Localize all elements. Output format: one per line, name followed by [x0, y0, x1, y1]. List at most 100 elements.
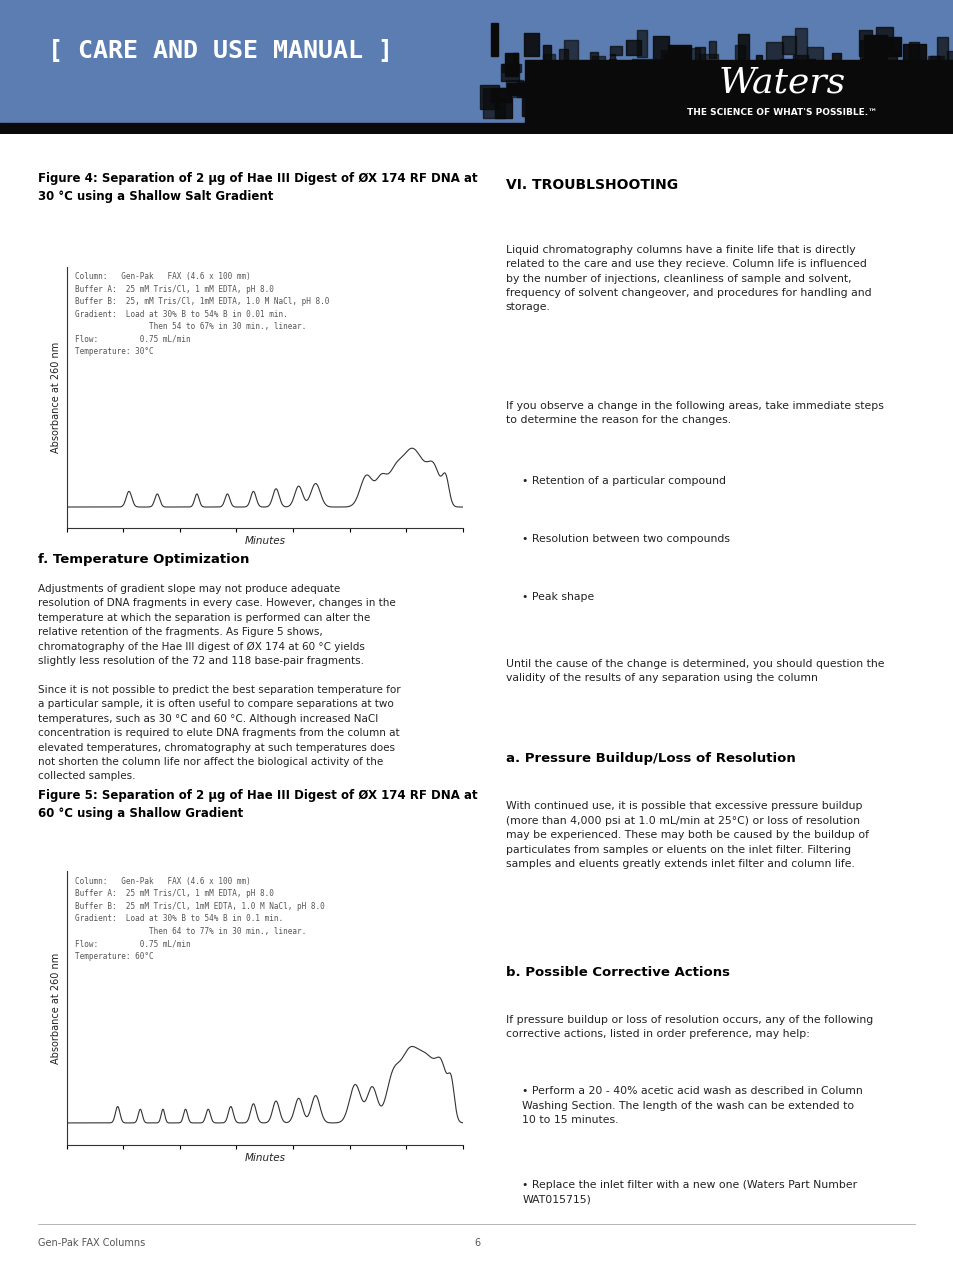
Bar	[755, 73, 760, 97]
Bar	[909, 83, 915, 109]
Text: VI. TROUBLSHOOTING: VI. TROUBLSHOOTING	[505, 178, 677, 192]
Bar	[535, 102, 558, 122]
Bar	[858, 31, 871, 56]
Bar	[835, 83, 843, 90]
Bar	[495, 98, 512, 118]
Text: Liquid chromatography columns have a finite life that is directly
related to the: Liquid chromatography columns have a fin…	[505, 244, 870, 313]
Bar	[911, 69, 923, 99]
Bar	[660, 80, 677, 98]
Bar	[504, 53, 517, 76]
Bar	[785, 102, 801, 112]
Text: Column:   Gen-Pak   FAX (4.6 x 100 mm)
Buffer A:  25 mM Tris/Cl, 1 mM EDTA, pH 8: Column: Gen-Pak FAX (4.6 x 100 mm) Buffe…	[74, 876, 324, 960]
Bar	[908, 42, 919, 60]
Bar	[840, 103, 860, 114]
Bar	[543, 46, 551, 74]
Bar	[673, 79, 679, 111]
Text: Gen-Pak FAX Columns: Gen-Pak FAX Columns	[38, 1239, 145, 1248]
Bar	[632, 106, 644, 122]
Text: Minutes: Minutes	[244, 536, 285, 546]
Bar	[522, 90, 537, 116]
Bar	[659, 51, 673, 81]
Bar	[512, 53, 517, 65]
Bar	[505, 80, 522, 98]
Bar	[542, 55, 555, 88]
Bar	[736, 69, 743, 79]
Text: Figure 5: Separation of 2 μg of Hae III Digest of ØX 174 RF DNA at
60 °C using a: Figure 5: Separation of 2 μg of Hae III …	[38, 789, 477, 819]
Bar	[882, 51, 897, 83]
Text: b. Possible Corrective Actions: b. Possible Corrective Actions	[505, 965, 729, 979]
Text: • Replace the inlet filter with a new one (Waters Part Number
WAT015715): • Replace the inlet filter with a new on…	[522, 1179, 857, 1205]
Text: Figure 4: Separation of 2 μg of Hae III Digest of ØX 174 RF DNA at
30 °C using a: Figure 4: Separation of 2 μg of Hae III …	[38, 172, 477, 202]
Bar	[732, 98, 746, 107]
Y-axis label: Absorbance at 260 nm: Absorbance at 260 nm	[51, 342, 61, 453]
Bar	[590, 123, 604, 132]
Bar	[609, 112, 629, 125]
Bar	[793, 55, 807, 73]
Bar	[822, 75, 830, 99]
Bar	[663, 53, 686, 83]
Bar	[491, 23, 497, 56]
Bar	[828, 65, 845, 86]
Bar	[675, 84, 691, 95]
Bar	[591, 56, 604, 64]
Bar	[765, 85, 772, 102]
Bar	[861, 57, 875, 74]
Bar	[698, 92, 705, 122]
Bar	[626, 41, 640, 55]
Bar	[695, 47, 704, 80]
Bar	[765, 42, 782, 60]
Bar	[777, 83, 798, 112]
Bar	[736, 117, 752, 134]
Bar	[816, 67, 822, 93]
Bar	[558, 70, 570, 94]
Bar	[897, 97, 906, 126]
Bar	[790, 79, 795, 107]
Bar	[946, 51, 953, 79]
Bar	[781, 114, 785, 130]
Text: Column:   Gen-Pak   FAX (4.6 x 100 mm)
Buffer A:  25 mM Tris/Cl, 1 mM EDTA, pH 8: Column: Gen-Pak FAX (4.6 x 100 mm) Buffe…	[74, 272, 329, 356]
Text: [ CARE AND USE MANUAL ]: [ CARE AND USE MANUAL ]	[48, 38, 393, 62]
Bar	[626, 106, 646, 114]
Bar	[743, 90, 760, 113]
Bar	[544, 70, 561, 83]
Bar	[537, 88, 543, 104]
Text: f. Temperature Optimization: f. Temperature Optimization	[38, 553, 250, 566]
Text: Adjustments of gradient slope may not produce adequate
resolution of DNA fragmen: Adjustments of gradient slope may not pr…	[38, 584, 400, 781]
Bar	[574, 70, 583, 78]
Bar	[741, 98, 749, 106]
Bar	[563, 41, 578, 65]
Text: • Perform a 20 - 40% acetic acid wash as described in Column
Washing Section. Th: • Perform a 20 - 40% acetic acid wash as…	[522, 1086, 862, 1126]
Bar	[778, 89, 799, 117]
Bar	[945, 78, 953, 90]
Bar	[618, 116, 630, 127]
Bar	[931, 103, 949, 121]
Bar	[703, 98, 720, 107]
Bar	[677, 48, 700, 78]
Bar	[949, 93, 953, 126]
Bar	[568, 86, 579, 106]
Bar	[637, 31, 646, 57]
Bar	[936, 37, 946, 65]
Bar	[872, 57, 881, 74]
Bar	[917, 94, 940, 114]
Text: Minutes: Minutes	[244, 1152, 285, 1163]
Bar	[890, 81, 907, 106]
Bar	[745, 106, 760, 120]
Bar	[609, 53, 615, 70]
Bar	[653, 36, 668, 59]
Bar	[918, 81, 931, 113]
Bar	[552, 90, 558, 123]
Bar	[740, 98, 760, 123]
Text: If you observe a change in the following areas, take immediate steps
to determin: If you observe a change in the following…	[505, 401, 882, 425]
Bar	[812, 116, 823, 134]
Bar	[652, 88, 658, 97]
Text: 6: 6	[474, 1239, 479, 1248]
Bar	[506, 83, 528, 95]
Bar	[813, 69, 821, 95]
Bar	[569, 74, 588, 93]
Bar	[639, 83, 646, 113]
Bar	[847, 95, 869, 106]
Bar	[479, 85, 498, 109]
Bar	[609, 47, 621, 55]
Bar	[686, 85, 691, 116]
